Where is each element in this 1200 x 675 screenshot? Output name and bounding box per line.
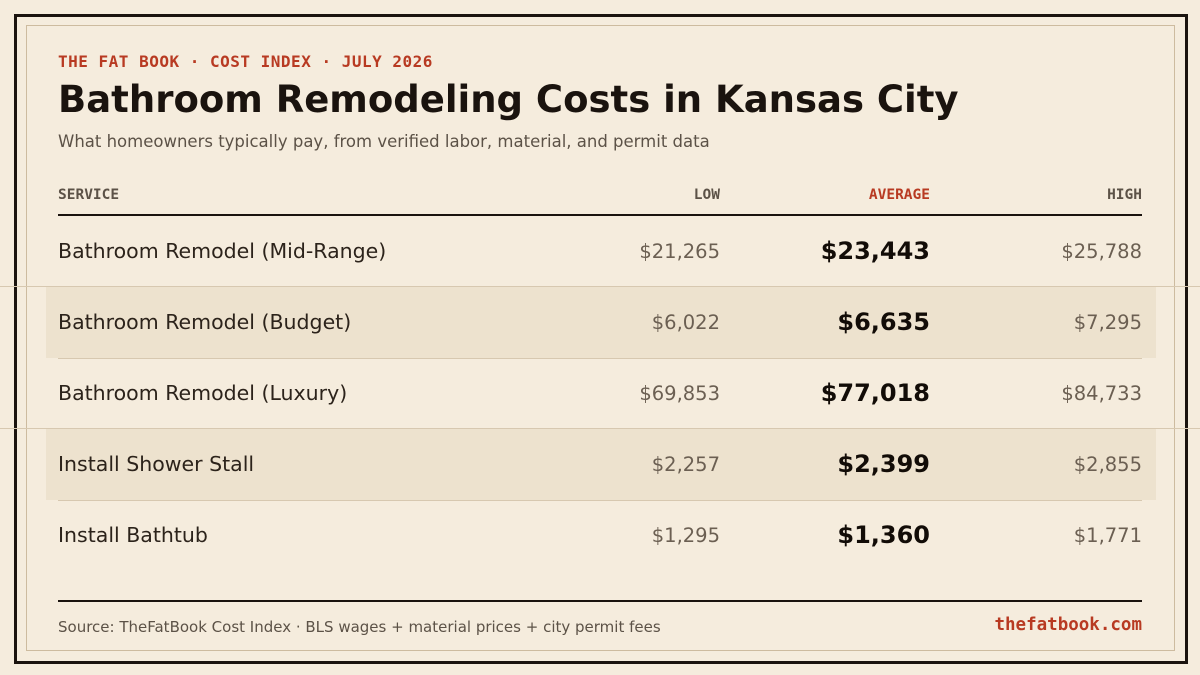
cost-table: Bathroom Remodel (Mid-Range) $21,265 $23… <box>0 216 1200 571</box>
page-subtitle: What homeowners typically pay, from veri… <box>58 132 710 151</box>
table-row: Install Shower Stall $2,257 $2,399 $2,85… <box>0 429 1200 501</box>
average-cell: $6,635 <box>837 308 930 336</box>
service-cell: Install Shower Stall <box>58 452 255 476</box>
brand-link[interactable]: thefatbook.com <box>994 615 1142 635</box>
column-header-service: SERVICE <box>58 187 120 203</box>
low-cell: $6,022 <box>651 311 720 334</box>
outer-frame <box>14 14 1188 664</box>
high-cell: $25,788 <box>1061 240 1142 263</box>
low-cell: $2,257 <box>651 453 720 476</box>
average-cell: $77,018 <box>820 379 930 407</box>
high-cell: $84,733 <box>1061 382 1142 405</box>
header-divider <box>58 214 1142 216</box>
low-cell: $69,853 <box>639 382 720 405</box>
high-cell: $2,855 <box>1073 453 1142 476</box>
service-cell: Bathroom Remodel (Budget) <box>58 310 352 334</box>
high-cell: $1,771 <box>1073 524 1142 547</box>
average-cell: $23,443 <box>820 237 930 265</box>
column-header-low: LOW <box>693 187 720 203</box>
eyebrow-label: THE FAT BOOK · COST INDEX · JULY 2026 <box>58 52 433 71</box>
source-note: Source: TheFatBook Cost Index · BLS wage… <box>58 618 661 636</box>
low-cell: $1,295 <box>651 524 720 547</box>
column-header-average: AVERAGE <box>868 187 930 203</box>
low-cell: $21,265 <box>639 240 720 263</box>
average-cell: $1,360 <box>837 521 930 549</box>
page-title: Bathroom Remodeling Costs in Kansas City <box>58 78 959 121</box>
footer-divider <box>58 600 1142 602</box>
row-divider <box>58 358 1142 359</box>
table-row: Bathroom Remodel (Mid-Range) $21,265 $23… <box>0 216 1200 287</box>
service-cell: Install Bathtub <box>58 523 208 547</box>
inner-frame <box>26 25 1175 651</box>
table-row: Bathroom Remodel (Budget) $6,022 $6,635 … <box>0 287 1200 359</box>
service-cell: Bathroom Remodel (Mid-Range) <box>58 239 387 263</box>
table-row: Bathroom Remodel (Luxury) $69,853 $77,01… <box>0 358 1200 429</box>
average-cell: $2,399 <box>837 450 930 478</box>
table-row: Install Bathtub $1,295 $1,360 $1,771 <box>0 500 1200 571</box>
column-header-high: HIGH <box>1107 187 1142 203</box>
high-cell: $7,295 <box>1073 311 1142 334</box>
service-cell: Bathroom Remodel (Luxury) <box>58 381 348 405</box>
row-divider <box>58 500 1142 501</box>
